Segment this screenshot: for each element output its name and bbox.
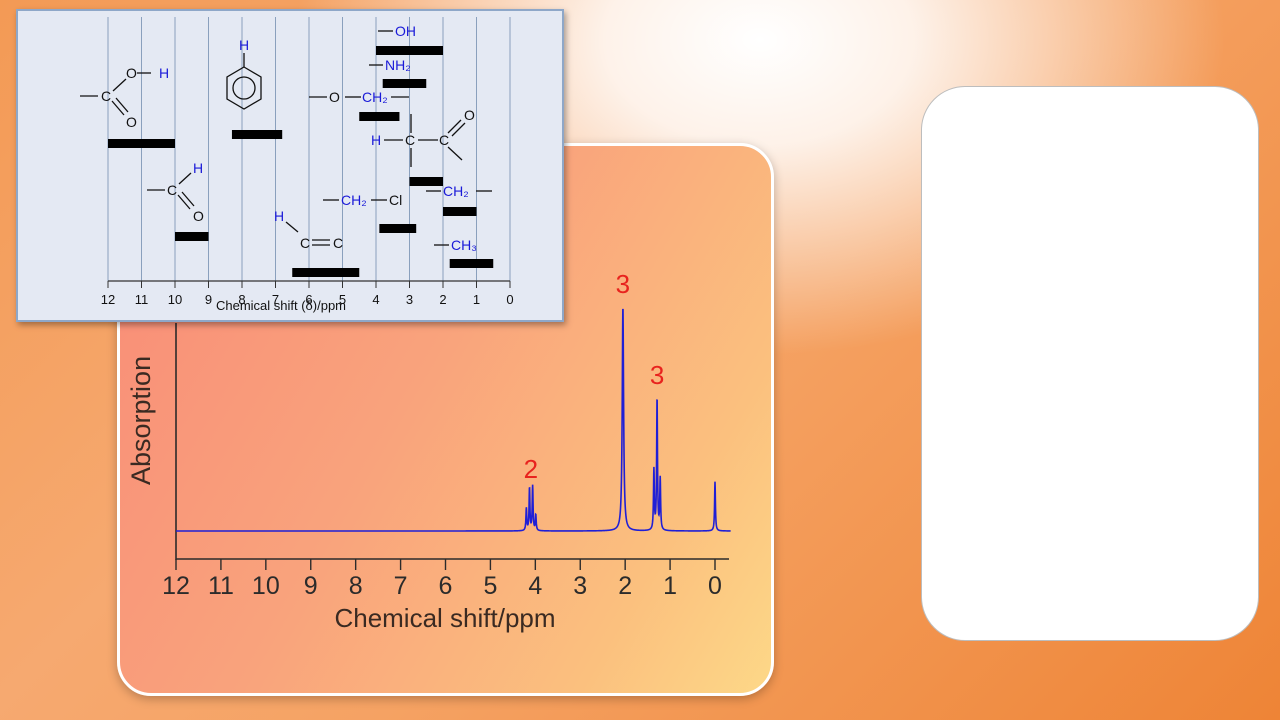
chemical-shift-reference-chart: 12 11 10 9 8 7 6 5 4 3 2 1 0 Chemical shift (δ)/ppm [80, 17, 514, 313]
peak-integration-label: 3 [616, 269, 630, 299]
spectrum-tick-label: 9 [304, 572, 318, 600]
blank-text-panel [921, 86, 1259, 641]
methylene-ch2: CH₂ [443, 183, 469, 199]
halide-ch2: CH₂ [341, 192, 367, 208]
spectrum-tick-label: 11 [208, 572, 234, 600]
spectrum-tick-label: 0 [708, 572, 722, 600]
spectrum-tick-label: 5 [483, 572, 497, 600]
reference-tick-label: 11 [135, 292, 149, 307]
carbonyl-oxygen: O [464, 107, 475, 123]
alkene-carbon-1: C [300, 235, 310, 251]
acid-carbon: C [101, 88, 111, 104]
halide-chlorine: Cl [389, 192, 402, 208]
peak-labels: 2 3 3 [524, 269, 665, 484]
nmr-spectrum-chart: 12 11 10 9 8 7 6 5 4 3 2 1 0 233 Absorption Chemical… [126, 269, 731, 633]
reference-tick-label: 12 [101, 292, 115, 307]
structure-bonds [80, 30, 492, 246]
acid-hydroxyl-oxygen: O [126, 65, 137, 81]
alpha-hydrogen: H [371, 132, 381, 148]
reference-tick-label: 5 [339, 292, 346, 307]
spectrum-axes [175, 323, 729, 560]
ether-ch2: CH₂ [362, 89, 388, 105]
methyl-ch3: CH₃ [451, 237, 477, 253]
reference-tick-label: 6 [305, 292, 312, 307]
shift-range-bar-carboxylic-acid [108, 139, 175, 148]
alcohol-oh: OH [395, 23, 416, 39]
aldehyde-oxygen: O [193, 208, 204, 224]
spectrum-tick-label: 6 [439, 572, 453, 600]
ether-oxygen: O [329, 89, 340, 105]
spectrum-tick-label: 8 [349, 572, 363, 600]
aldehyde-carbon: C [167, 182, 177, 198]
reference-tick-label: 1 [473, 292, 480, 307]
alkene-carbon-2: C [333, 235, 343, 251]
shift-range-bar-alpha-carbonyl [409, 177, 443, 186]
amine-nh2: NH₂ [385, 57, 411, 73]
shift-range-bar-ether [359, 112, 400, 121]
spectrum-tick-label: 7 [394, 572, 408, 600]
spectrum-tick-label: 3 [573, 572, 587, 600]
reference-tick-label: 7 [272, 292, 279, 307]
spectrum-tick-label: 12 [162, 572, 190, 600]
reference-bars [108, 46, 494, 277]
shift-range-bar-amine [382, 79, 427, 88]
reference-tick-label: 0 [506, 292, 513, 307]
shift-range-bar-methyl [449, 259, 494, 268]
alpha-carbon: C [405, 132, 415, 148]
acid-carbonyl-oxygen: O [126, 114, 137, 130]
peak-integration-label: 2 [524, 454, 538, 484]
x-axis-label: Chemical shift/ppm [334, 603, 555, 633]
reference-tick-label: 2 [439, 292, 446, 307]
carbonyl-carbon: C [439, 132, 449, 148]
shift-range-bar-aromatic [231, 130, 283, 139]
reference-tick-label: 9 [205, 292, 212, 307]
reference-tick-label: 3 [406, 292, 413, 307]
shift-range-bar-alcohol [376, 46, 443, 55]
peak-integration-label: 3 [650, 360, 664, 390]
spectrum-tick-label: 10 [252, 572, 280, 600]
reference-tick-label: 4 [372, 292, 379, 307]
spectrum-line [176, 308, 731, 532]
y-axis-label: Absorption [126, 356, 156, 485]
shift-range-bar-alkene [292, 268, 360, 277]
alkene-hydrogen: H [274, 208, 284, 224]
shift-range-bar-alkyl-halide [379, 224, 417, 233]
reference-tick-label: 8 [238, 292, 245, 307]
aldehyde-hydrogen: H [193, 160, 203, 176]
spectrum-tick-label: 4 [528, 572, 542, 600]
chemical-shift-reference-panel: 12 11 10 9 8 7 6 5 4 3 2 1 0 Chemical shift (δ)/ppm [16, 9, 564, 322]
spectrum-ticks: 12 11 10 9 8 7 6 5 4 3 2 1 0 [162, 559, 722, 600]
acid-hydrogen: H [159, 65, 169, 81]
reference-tick-label: 10 [168, 292, 182, 307]
reference-x-axis-label: Chemical shift (δ)/ppm [216, 298, 346, 313]
aromatic-hydrogen: H [239, 37, 249, 53]
spectrum-tick-label: 2 [618, 572, 632, 600]
reference-ticks: 12 11 10 9 8 7 6 5 4 3 2 1 0 [101, 281, 514, 307]
spectrum-tick-label: 1 [663, 572, 677, 600]
shift-range-bar-aldehyde [175, 232, 209, 241]
shift-range-bar-methylene [443, 207, 477, 216]
